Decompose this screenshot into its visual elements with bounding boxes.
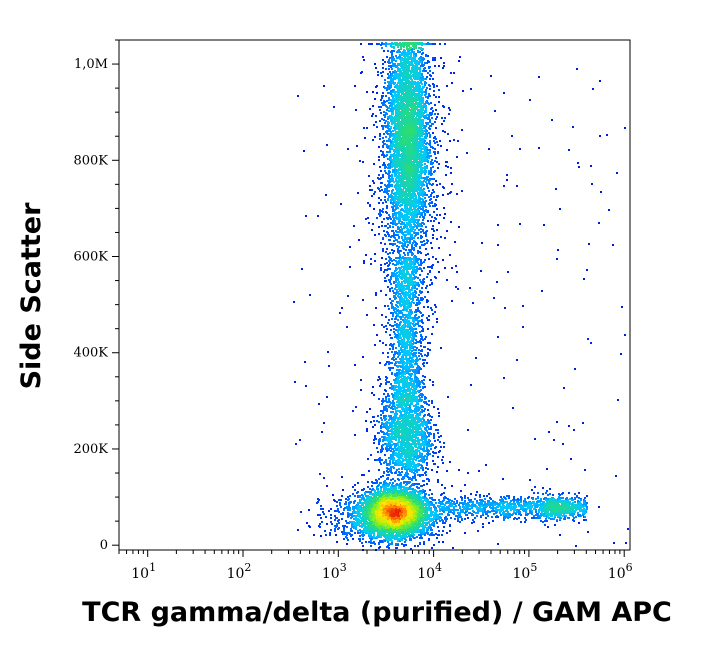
data-point	[367, 495, 369, 497]
data-point	[388, 547, 390, 549]
data-point	[369, 491, 371, 493]
data-point	[363, 474, 365, 476]
data-point	[412, 503, 414, 505]
data-point	[367, 491, 369, 493]
data-point	[408, 496, 410, 498]
data-point	[371, 536, 373, 538]
data-point	[375, 530, 377, 532]
data-point	[366, 497, 368, 499]
data-point	[405, 489, 407, 491]
data-point	[428, 538, 430, 540]
data-point	[361, 494, 363, 496]
data-point	[390, 486, 392, 488]
data-point	[421, 537, 423, 539]
data-point	[395, 495, 397, 497]
data-point	[357, 530, 359, 532]
data-point	[374, 490, 376, 492]
data-point	[366, 505, 368, 507]
data-point	[433, 544, 435, 546]
data-point	[417, 505, 419, 507]
data-point	[359, 496, 361, 498]
data-point	[430, 527, 432, 529]
data-point	[391, 543, 393, 545]
data-point	[419, 490, 421, 492]
data-point	[431, 502, 433, 504]
data-point	[434, 499, 436, 501]
data-point	[385, 482, 387, 484]
data-point	[409, 491, 411, 493]
data-point	[459, 521, 461, 523]
data-point	[424, 522, 426, 524]
data-point	[410, 488, 412, 490]
data-point	[423, 491, 425, 493]
data-point	[422, 501, 424, 503]
data-point	[407, 528, 409, 530]
data-point	[371, 489, 373, 491]
data-point	[386, 488, 388, 490]
data-point	[387, 541, 389, 543]
data-point	[355, 528, 357, 530]
data-point	[408, 533, 410, 535]
data-point	[383, 495, 385, 497]
data-point	[363, 488, 365, 490]
data-point	[405, 493, 407, 495]
data-point	[365, 495, 367, 497]
data-point	[384, 540, 386, 542]
data-point	[418, 483, 420, 485]
data-point	[408, 535, 410, 537]
data-point	[435, 533, 437, 535]
data-point	[343, 527, 345, 529]
data-point	[391, 489, 393, 491]
data-point	[373, 534, 375, 536]
data-point	[417, 491, 419, 493]
data-point	[429, 520, 431, 522]
data-point	[376, 482, 378, 484]
data-point	[433, 516, 435, 518]
data-point	[431, 493, 433, 495]
data-point	[429, 489, 431, 491]
data-point	[340, 499, 342, 501]
data-point	[357, 515, 359, 517]
data-point	[380, 493, 382, 495]
data-point	[359, 540, 361, 542]
data-point	[444, 522, 446, 524]
data-point	[420, 498, 422, 500]
data-point	[353, 518, 355, 520]
data-point	[390, 500, 392, 502]
data-point	[348, 503, 350, 505]
data-point	[373, 536, 375, 538]
data-point	[389, 493, 391, 495]
data-point	[442, 530, 444, 532]
data-point	[397, 517, 399, 519]
data-point	[429, 524, 431, 526]
data-point	[374, 543, 376, 545]
data-point	[342, 489, 344, 491]
data-point	[369, 488, 371, 490]
data-point	[417, 499, 419, 501]
data-point	[371, 485, 373, 487]
data-points	[293, 42, 629, 551]
data-point	[361, 489, 363, 491]
data-point	[436, 522, 438, 524]
